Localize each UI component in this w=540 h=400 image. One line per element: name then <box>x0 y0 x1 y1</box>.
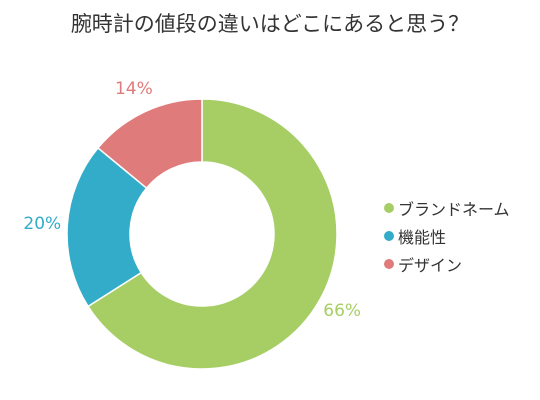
value-label-brand: 66% <box>323 301 361 321</box>
legend-swatch <box>384 259 394 269</box>
legend-swatch <box>384 231 394 241</box>
legend-swatch <box>384 203 394 213</box>
legend-label: デザイン <box>398 256 463 275</box>
value-label-function: 20% <box>23 214 61 234</box>
chart-title: 腕時計の値段の違いはどこにあると思う？ <box>70 12 470 36</box>
legend-item-brand[interactable]: ブランドネーム <box>384 194 510 222</box>
slice-design[interactable] <box>96 98 203 190</box>
legend: ブランドネーム 機能性 デザイン <box>384 194 510 278</box>
value-label-design: 14% <box>115 79 153 99</box>
legend-item-design[interactable]: デザイン <box>384 250 510 278</box>
legend-item-function[interactable]: 機能性 <box>384 222 510 250</box>
slice-function[interactable] <box>66 146 148 308</box>
slice-brand[interactable] <box>86 98 338 370</box>
legend-label: 機能性 <box>398 228 447 247</box>
legend-label: ブランドネーム <box>398 200 510 219</box>
